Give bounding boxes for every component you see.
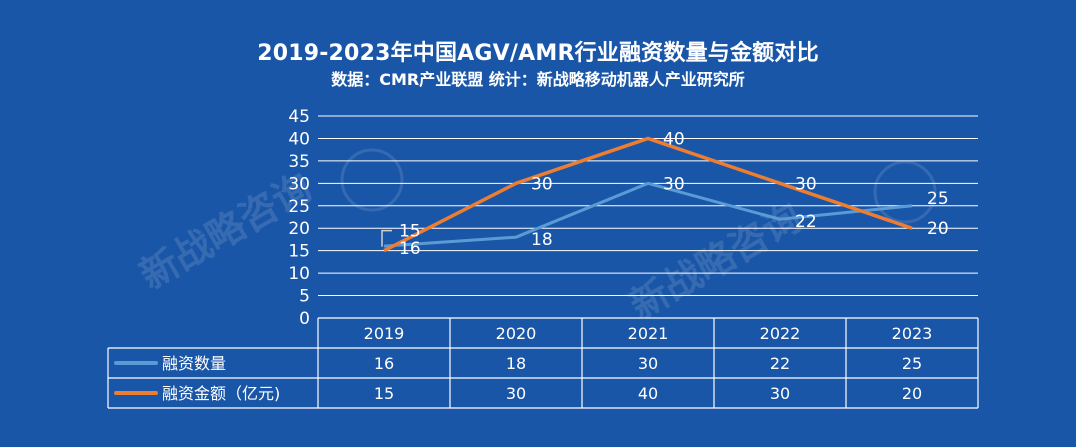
watermark-text: 新战略咨询 [623, 195, 810, 328]
table-cell-value: 22 [770, 354, 790, 373]
x-category-label: 2021 [628, 324, 669, 343]
x-category-label: 2022 [760, 324, 801, 343]
data-label: 20 [927, 219, 949, 239]
legend-label: 融资数量 [162, 354, 226, 373]
series-line-2 [383, 136, 913, 253]
label-leader-line [381, 229, 392, 247]
watermark-seal-icon [873, 160, 937, 224]
data-label: 22 [795, 212, 817, 232]
y-tick-label: 5 [299, 287, 310, 307]
watermark-seal-icon [340, 148, 404, 212]
series-lines [383, 136, 913, 253]
data-label: 30 [531, 174, 553, 194]
x-category-label: 2020 [496, 324, 537, 343]
y-tick-label: 15 [288, 242, 310, 262]
data-label: 30 [795, 174, 817, 194]
x-category-label: 2019 [364, 324, 405, 343]
legend-label: 融资金额（亿元) [162, 384, 280, 403]
data-table: 2019 2020 2021 2022 2023 融资数量 16 18 30 22 25 融资金额（亿… [107, 317, 979, 409]
series-line-1 [383, 181, 913, 248]
y-tick-label: 30 [288, 174, 310, 194]
table-cell-value: 20 [902, 384, 922, 403]
data-label: 15 [399, 222, 421, 242]
y-tick-label: 40 [288, 129, 310, 149]
y-tick-label: 35 [288, 152, 310, 172]
y-tick-label: 10 [288, 264, 310, 284]
table-cell-value: 30 [506, 384, 526, 403]
x-category-label: 2023 [892, 324, 933, 343]
table-cell-value: 18 [506, 354, 526, 373]
data-label: 30 [663, 174, 685, 194]
data-label: 18 [531, 230, 553, 250]
y-tick-label: 25 [288, 197, 310, 217]
table-cell-value: 40 [638, 384, 658, 403]
y-tick-label: 45 [288, 107, 310, 127]
data-label: 40 [663, 129, 685, 149]
table-cell-value: 16 [374, 354, 394, 373]
data-labels: 16 18 30 22 25 15 30 40 30 20 [381, 129, 949, 259]
chart-title: 2019-2023年中国AGV/AMR行业融资数量与金额对比 [257, 41, 819, 66]
data-label: 25 [927, 189, 949, 209]
y-tick-label: 0 [299, 309, 310, 329]
table-cell-value: 15 [374, 384, 394, 403]
y-tick-label: 20 [288, 219, 310, 239]
table-cell-value: 25 [902, 354, 922, 373]
table-cell-value: 30 [770, 384, 790, 403]
table-cell-value: 30 [638, 354, 658, 373]
chart-subtitle: 数据：CMR产业联盟 统计：新战略移动机器人产业研究所 [331, 70, 745, 89]
data-label: 16 [399, 239, 421, 259]
